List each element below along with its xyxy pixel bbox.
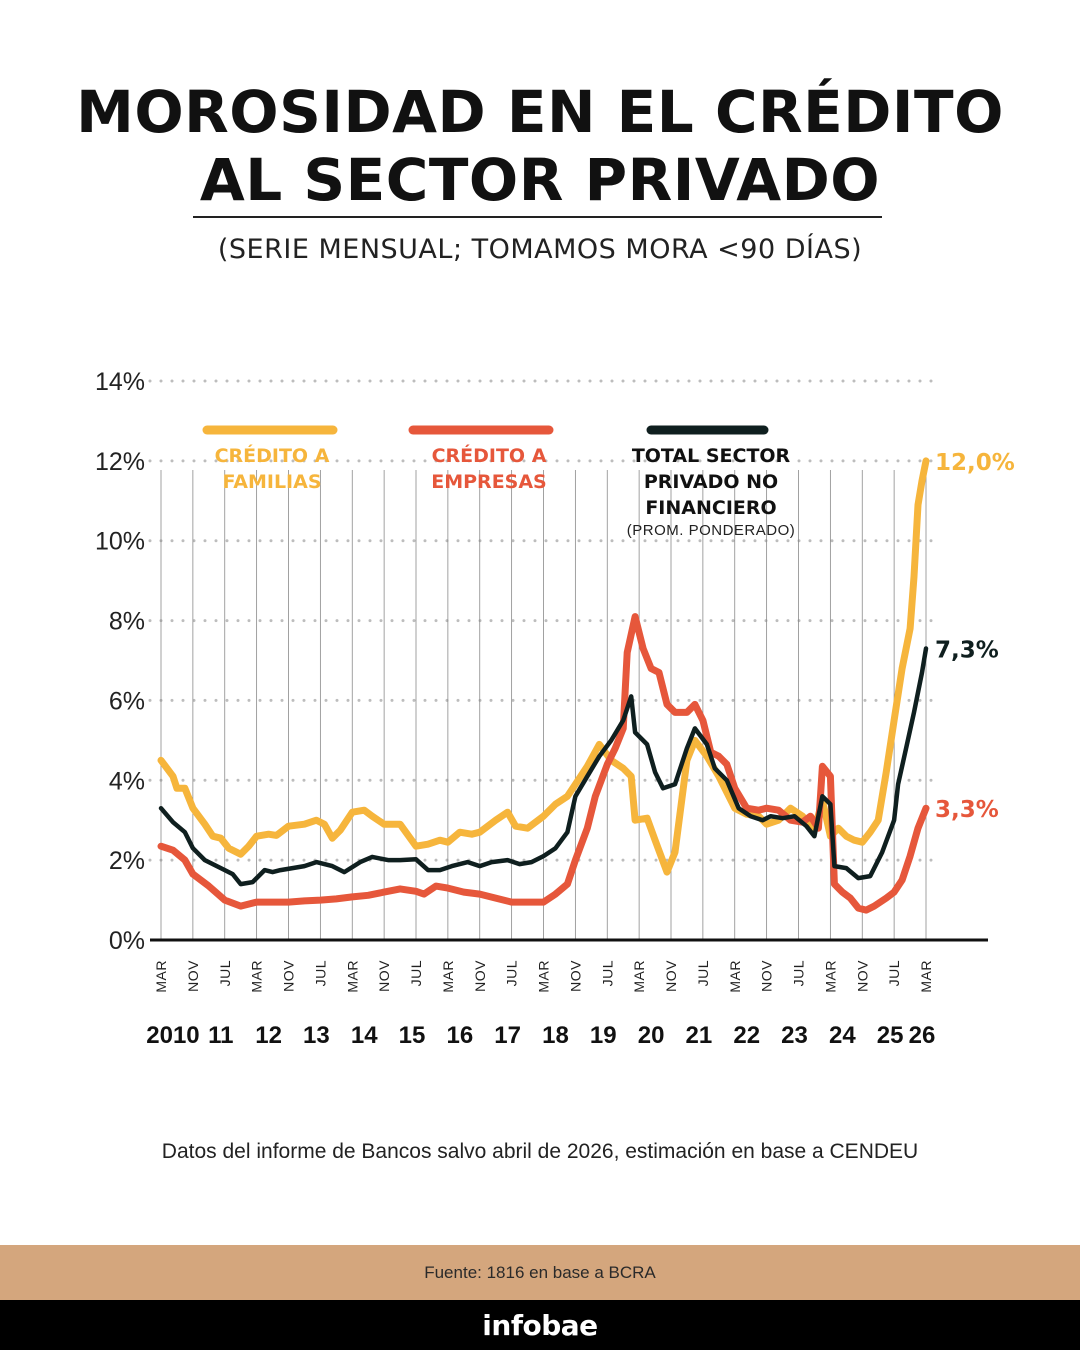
x-year-label: 11 bbox=[208, 1022, 233, 1049]
x-tick-label: NOV bbox=[376, 960, 392, 992]
legend-label-total: TOTAL SECTOR bbox=[632, 445, 791, 467]
y-tick-label: 10% bbox=[95, 528, 145, 556]
series-line-total bbox=[158, 646, 929, 887]
x-tick-label: MAR bbox=[344, 960, 360, 993]
legend-label-familias: CRÉDITO A bbox=[215, 444, 330, 467]
end-value-label-empresas: 3,3% bbox=[935, 797, 999, 823]
y-tick-label: 12% bbox=[95, 448, 145, 476]
legend-note-total: (PROM. PONDERADO) bbox=[627, 522, 796, 539]
x-year-label: 18 bbox=[542, 1022, 569, 1049]
source-text: Fuente: 1816 en base a BCRA bbox=[424, 1262, 656, 1282]
x-tick-label: NOV bbox=[759, 960, 775, 992]
x-tick-label: JUL bbox=[217, 960, 233, 986]
x-tick-label: MAR bbox=[727, 960, 743, 993]
end-value-label-total: 7,3% bbox=[935, 638, 999, 664]
x-tick-label: NOV bbox=[185, 960, 201, 992]
x-year-label: 25 bbox=[877, 1022, 904, 1049]
title-line-2: AL SECTOR PRIVADO bbox=[199, 146, 881, 214]
y-tick-label: 4% bbox=[109, 767, 145, 795]
x-tick-label: MAR bbox=[631, 960, 647, 993]
x-year-label: 21 bbox=[686, 1022, 713, 1049]
x-year-label: 23 bbox=[781, 1022, 808, 1049]
x-tick-label: MAR bbox=[536, 960, 552, 993]
x-tick-label: NOV bbox=[567, 960, 583, 992]
data-note: Datos del informe de Bancos salvo abril … bbox=[161, 1140, 919, 1163]
x-year-label: 15 bbox=[399, 1022, 426, 1049]
y-tick-label: 6% bbox=[109, 687, 145, 715]
x-year-label: 2010 bbox=[146, 1022, 199, 1049]
x-tick-label: JUL bbox=[504, 960, 520, 986]
x-tick-label: NOV bbox=[472, 960, 488, 992]
chart-subtitle: (SERIE MENSUAL; TOMAMOS MORA <90 DÍAS) bbox=[217, 234, 863, 265]
legend-label-empresas: CRÉDITO A bbox=[432, 444, 547, 467]
x-tick-label: MAR bbox=[918, 960, 934, 993]
source-bar: Fuente: 1816 en base a BCRA bbox=[0, 1245, 1080, 1300]
x-year-label: 19 bbox=[590, 1022, 617, 1049]
y-tick-label: 8% bbox=[109, 608, 145, 636]
legend-label-total: FINANCIERO bbox=[645, 497, 776, 519]
x-tick-label: MAR bbox=[822, 960, 838, 993]
x-tick-label: MAR bbox=[440, 960, 456, 993]
x-year-label: 14 bbox=[351, 1022, 378, 1049]
brand-logo: infobae bbox=[482, 1308, 598, 1342]
x-tick-label: JUL bbox=[791, 960, 807, 986]
x-tick-label: MAR bbox=[249, 960, 265, 993]
x-tick-label: JUL bbox=[695, 960, 711, 986]
y-tick-label: 2% bbox=[109, 847, 145, 875]
x-year-label: 22 bbox=[733, 1022, 760, 1049]
x-tick-label: JUL bbox=[886, 960, 902, 986]
x-year-label: 24 bbox=[829, 1022, 856, 1049]
y-tick-label: 14% bbox=[95, 368, 145, 396]
legend-label-empresas: EMPRESAS bbox=[431, 471, 547, 493]
x-tick-label: JUL bbox=[408, 960, 424, 986]
x-year-label: 20 bbox=[638, 1022, 665, 1049]
title-divider bbox=[193, 216, 882, 218]
brand-bar: infobae bbox=[0, 1300, 1080, 1350]
y-tick-label: 0% bbox=[109, 927, 145, 955]
chart-title: MOROSIDAD EN EL CRÉDITO AL SECTOR PRIVAD… bbox=[0, 78, 1080, 214]
legend-label-total: PRIVADO NO bbox=[644, 471, 778, 493]
chart-plot: 0% 2% 4% 6% 8% 10% 12% 14% MAR NOV JUL MAR NOV JUL MAR… bbox=[95, 368, 1015, 1049]
end-value-label-familias: 12,0% bbox=[935, 450, 1015, 476]
series-line-familias bbox=[157, 457, 930, 876]
x-tick-label: NOV bbox=[281, 960, 297, 992]
x-tick-label: JUL bbox=[312, 960, 328, 986]
x-year-label: 17 bbox=[494, 1022, 521, 1049]
x-tick-label: MAR bbox=[153, 960, 169, 993]
x-tick-label: NOV bbox=[663, 960, 679, 992]
title-line-1: MOROSIDAD EN EL CRÉDITO bbox=[76, 78, 1004, 146]
x-year-label: 26 bbox=[909, 1022, 936, 1049]
x-tick-label: JUL bbox=[599, 960, 615, 986]
x-year-label: 16 bbox=[446, 1022, 473, 1049]
x-tick-label: NOV bbox=[854, 960, 870, 992]
x-year-label: 12 bbox=[255, 1022, 282, 1049]
legend-label-familias: FAMILIAS bbox=[222, 471, 321, 493]
x-year-label: 13 bbox=[303, 1022, 330, 1049]
